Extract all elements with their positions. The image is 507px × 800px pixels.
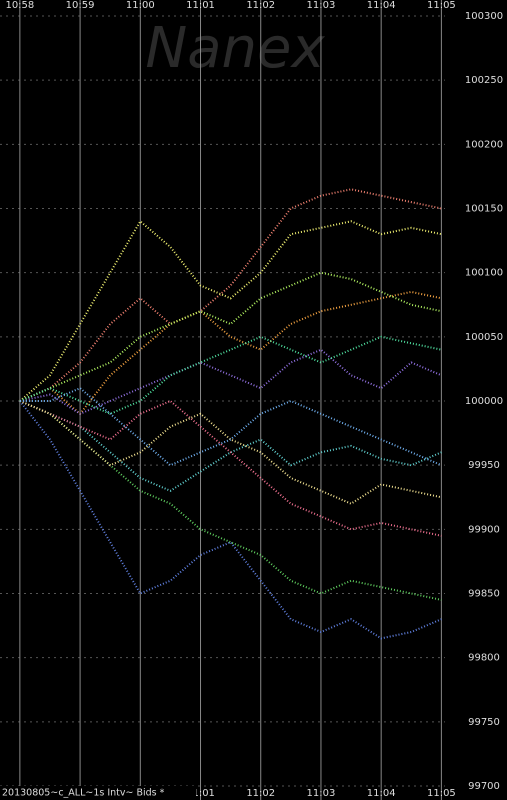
x-tick-label: 10:59 xyxy=(66,0,95,11)
x-tick-label: 11:03 xyxy=(307,0,336,11)
series-line xyxy=(19,400,442,492)
series-line xyxy=(19,348,442,415)
series-line xyxy=(19,387,442,467)
series-line xyxy=(19,271,442,402)
series-line xyxy=(19,399,442,537)
y-tick-label: 100150 xyxy=(465,204,503,215)
footer-background xyxy=(0,786,196,800)
x-tick-label: 11:01 xyxy=(186,788,215,799)
y-tick-label: 100100 xyxy=(465,268,503,279)
x-tick-label: 11:03 xyxy=(307,788,336,799)
x-tick-label: 10:58 xyxy=(5,0,34,11)
x-tick-label: 11:05 xyxy=(427,0,456,11)
x-tick-label: 11:05 xyxy=(427,788,456,799)
x-tick-label: 11:02 xyxy=(246,788,275,799)
y-tick-label: 99900 xyxy=(468,524,500,535)
y-tick-label: 100000 xyxy=(465,396,503,407)
x-tick-label: 11:04 xyxy=(367,0,396,11)
y-tick-label: 99800 xyxy=(468,653,500,664)
y-tick-label: 100200 xyxy=(465,139,503,150)
y-tick-label: 100050 xyxy=(465,332,503,343)
footer: 20130805~c_ALL~1s Intv~ Bids * xyxy=(2,788,165,799)
series-line xyxy=(19,219,442,402)
watermark: Nanex xyxy=(145,16,325,81)
x-tick-label: 11:00 xyxy=(126,0,155,11)
x-tick-label: 11:04 xyxy=(367,788,396,799)
y-tick-label: 99700 xyxy=(468,781,500,792)
x-tick-label: 11:02 xyxy=(246,0,275,11)
y-tick-label: 100300 xyxy=(465,11,503,22)
x-tick-label: 11:01 xyxy=(186,0,215,11)
y-tick-label: 100250 xyxy=(465,75,503,86)
series-line xyxy=(19,400,442,601)
y-tick-label: 99850 xyxy=(468,589,500,600)
y-tick-label: 99950 xyxy=(468,460,500,471)
y-tick-label: 99750 xyxy=(468,717,500,728)
series-line xyxy=(19,400,442,640)
